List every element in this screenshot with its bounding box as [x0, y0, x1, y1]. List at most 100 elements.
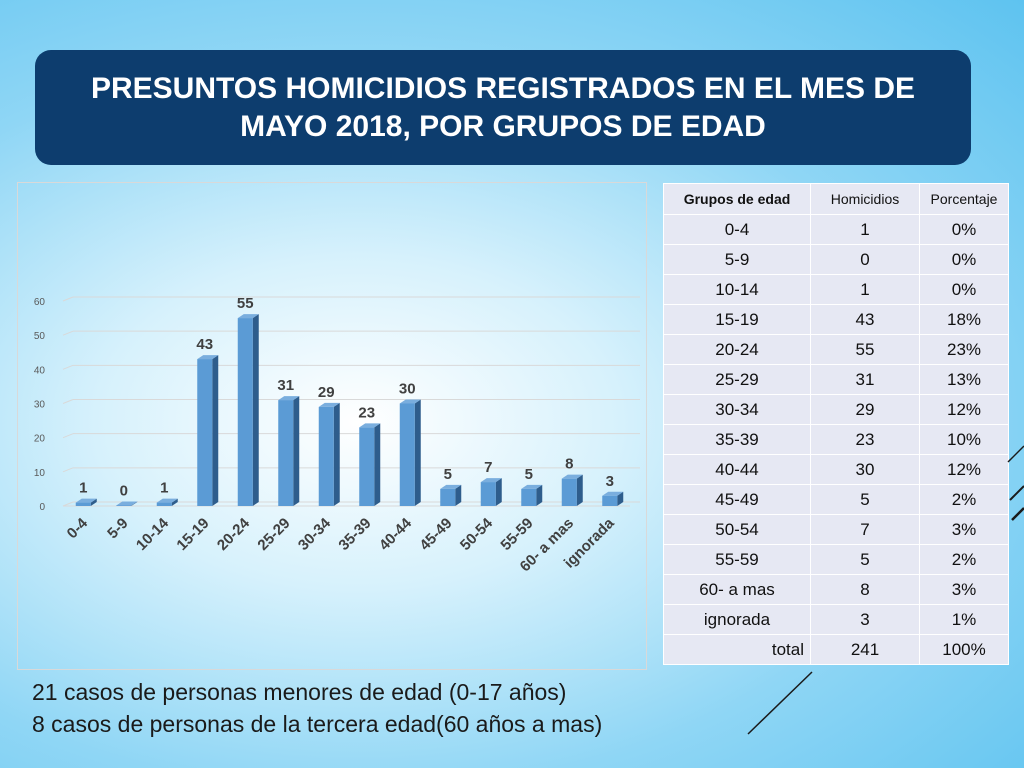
- data-label: 55: [237, 295, 254, 312]
- cell-porcentaje: 0%: [919, 214, 1009, 245]
- bar-top: [156, 498, 178, 503]
- header-homicidios: Homicidios: [810, 183, 920, 215]
- x-tick-label: 20-24: [214, 514, 254, 554]
- x-tick-label: 40-44: [376, 514, 416, 554]
- data-label: 7: [484, 459, 492, 476]
- data-label: 29: [318, 384, 335, 401]
- bar-side: [536, 484, 543, 506]
- gridline-depth: [62, 399, 74, 404]
- note-elderly: 8 casos de personas de la tercera edad(6…: [32, 711, 603, 737]
- gridline-depth: [62, 501, 74, 507]
- bar: [521, 488, 537, 506]
- bar-side: [495, 478, 502, 506]
- cell-porcentaje: 2%: [919, 544, 1009, 575]
- x-tick-label: 15-19: [173, 515, 212, 554]
- bar: [399, 403, 415, 506]
- cell-grupo: 25-29: [663, 364, 811, 395]
- cell-homicidios: 7: [810, 514, 920, 545]
- cell-homicidios: 5: [810, 484, 920, 515]
- table-row: 25-29 31 13%: [663, 364, 1009, 395]
- table-row: 15-19 43 18%: [663, 304, 1009, 335]
- cell-grupo: 30-34: [663, 394, 811, 425]
- cell-porcentaje: 23%: [919, 334, 1009, 365]
- bar-top: [561, 474, 583, 479]
- cell-grupo: 55-59: [663, 544, 811, 575]
- table-row: 30-34 29 12%: [663, 394, 1009, 425]
- x-tick-label: 50-54: [457, 514, 497, 554]
- y-tick-label: 50: [34, 331, 46, 342]
- cell-grupo: 15-19: [663, 304, 811, 335]
- bar-top: [318, 402, 340, 407]
- gridline-depth: [62, 467, 74, 473]
- bar-top: [602, 491, 624, 496]
- x-tick-label: 5-9: [104, 515, 131, 542]
- bar-side: [333, 402, 340, 506]
- bar-side: [455, 484, 462, 506]
- notes: 21 casos de personas menores de edad (0-…: [32, 676, 602, 740]
- table-header-row: Grupos de edad Homicidios Porcentaje: [663, 183, 1009, 215]
- cell-grupo: 20-24: [663, 334, 811, 365]
- cell-porcentaje: 10%: [919, 424, 1009, 455]
- data-label: 5: [525, 466, 533, 483]
- bar-side: [576, 474, 583, 506]
- bar: [197, 359, 213, 506]
- cell-homicidios: 31: [810, 364, 920, 395]
- cell-grupo: 50-54: [663, 514, 811, 545]
- table-row: 5-9 0 0%: [663, 244, 1009, 275]
- cell-porcentaje: 3%: [919, 574, 1009, 605]
- bar-side: [252, 314, 259, 506]
- bar-top: [480, 478, 502, 483]
- bar-top: [237, 314, 259, 319]
- cell-porcentaje: 1%: [919, 604, 1009, 635]
- y-tick-label: 60: [34, 297, 46, 308]
- table-row: 10-14 1 0%: [663, 274, 1009, 305]
- cell-porcentaje: 0%: [919, 274, 1009, 305]
- bar: [278, 400, 294, 506]
- bar-top: [359, 423, 381, 428]
- bar: [440, 488, 456, 506]
- table-row: ignorada 3 1%: [663, 604, 1009, 635]
- x-tick-label: 25-29: [254, 515, 293, 554]
- cell-grupo: 35-39: [663, 424, 811, 455]
- note-minors: 21 casos de personas menores de edad (0-…: [32, 679, 567, 705]
- bar: [480, 482, 496, 506]
- bar-side: [90, 498, 97, 506]
- cell-homicidios: 30: [810, 454, 920, 485]
- cell-grupo: 60- a mas: [663, 574, 811, 605]
- data-label: 23: [358, 404, 375, 421]
- gridline-depth: [62, 433, 74, 439]
- data-label: 8: [565, 456, 573, 473]
- cell-total-homicidios: 241: [810, 634, 920, 665]
- cell-porcentaje: 12%: [919, 394, 1009, 425]
- data-label: 30: [399, 381, 416, 398]
- bar: [318, 406, 334, 506]
- cell-homicidios: 29: [810, 394, 920, 425]
- cell-porcentaje: 13%: [919, 364, 1009, 395]
- bar-side: [617, 491, 624, 506]
- gridline-depth: [62, 330, 74, 336]
- bar-top: [278, 396, 300, 401]
- cell-homicidios: 5: [810, 544, 920, 575]
- y-tick-label: 20: [34, 434, 46, 445]
- cell-grupo: 45-49: [663, 484, 811, 515]
- bar-top: [440, 484, 462, 489]
- x-tick-label: 35-39: [335, 515, 374, 554]
- page-title: PRESUNTOS HOMICIDIOS REGISTRADOS EN EL M…: [90, 71, 915, 143]
- cell-porcentaje: 3%: [919, 514, 1009, 545]
- data-label: 31: [277, 377, 294, 394]
- bar: [75, 502, 91, 506]
- x-tick-label: 45-49: [416, 515, 455, 554]
- x-tick-label: 10-14: [133, 514, 173, 554]
- cell-homicidios: 3: [810, 604, 920, 635]
- cell-grupo: 5-9: [663, 244, 811, 275]
- bar-side: [131, 501, 138, 506]
- cell-homicidios: 0: [810, 244, 920, 275]
- bar-top: [399, 399, 421, 404]
- table-row: 55-59 5 2%: [663, 544, 1009, 575]
- y-tick-label: 40: [34, 365, 46, 376]
- cell-total-label: total: [663, 634, 811, 665]
- bar: [561, 478, 577, 506]
- bar: [602, 495, 618, 506]
- cell-grupo: 10-14: [663, 274, 811, 305]
- data-label: 0: [120, 483, 128, 500]
